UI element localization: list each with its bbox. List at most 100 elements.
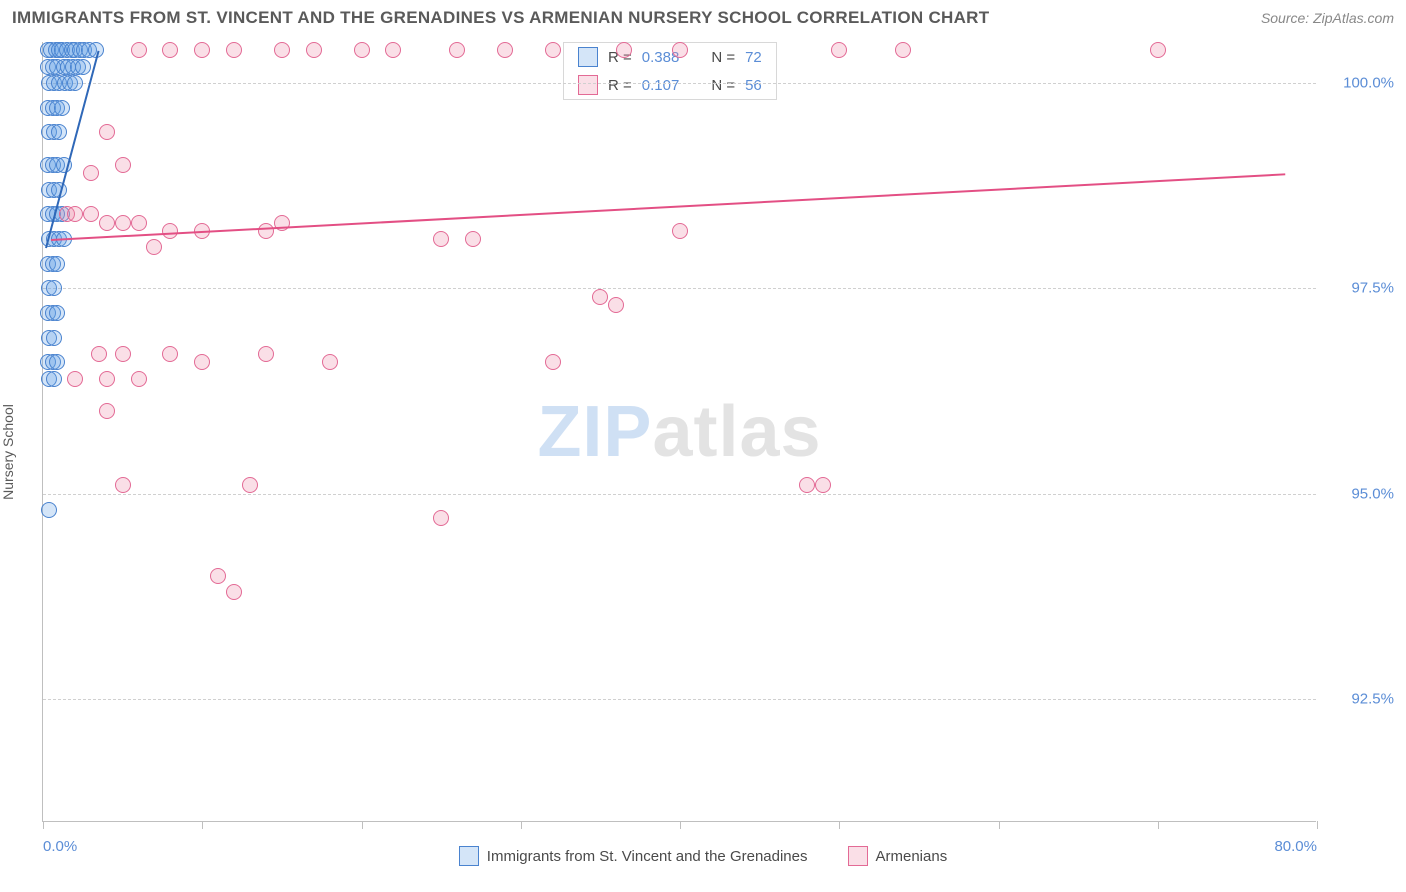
data-point xyxy=(46,330,62,346)
data-point xyxy=(99,124,115,140)
legend-row: R =0.107N =56 xyxy=(564,71,776,99)
data-point xyxy=(433,510,449,526)
data-point xyxy=(449,42,465,58)
data-point xyxy=(46,371,62,387)
data-point xyxy=(831,42,847,58)
data-point xyxy=(49,354,65,370)
watermark: ZIPatlas xyxy=(537,391,821,473)
correlation-legend: R =0.388N =72R =0.107N =56 xyxy=(563,42,777,100)
data-point xyxy=(497,42,513,58)
data-point xyxy=(162,42,178,58)
x-tick xyxy=(1158,821,1159,829)
x-tick xyxy=(1317,821,1318,829)
gridline xyxy=(43,288,1316,289)
data-point xyxy=(194,42,210,58)
source-link[interactable]: ZipAtlas.com xyxy=(1313,10,1394,26)
data-point xyxy=(465,231,481,247)
y-tick-label: 97.5% xyxy=(1324,280,1394,297)
data-point xyxy=(672,42,688,58)
x-tick xyxy=(362,821,363,829)
data-point xyxy=(99,215,115,231)
data-point xyxy=(616,42,632,58)
data-point xyxy=(131,371,147,387)
data-point xyxy=(895,42,911,58)
source-attribution: Source: ZipAtlas.com xyxy=(1261,10,1394,26)
data-point xyxy=(274,42,290,58)
data-point xyxy=(545,354,561,370)
data-point xyxy=(306,42,322,58)
data-point xyxy=(67,75,83,91)
series-legend: Immigrants from St. Vincent and the Gren… xyxy=(0,846,1406,866)
data-point xyxy=(1150,42,1166,58)
data-point xyxy=(67,206,83,222)
plot-region: ZIPatlas R =0.388N =72R =0.107N =56 92.5… xyxy=(42,42,1316,822)
series-legend-item: Armenians xyxy=(848,846,948,866)
data-point xyxy=(49,256,65,272)
data-point xyxy=(115,346,131,362)
data-point xyxy=(99,371,115,387)
data-point xyxy=(385,42,401,58)
data-point xyxy=(83,165,99,181)
data-point xyxy=(258,223,274,239)
legend-swatch xyxy=(578,75,598,95)
legend-swatch xyxy=(578,47,598,67)
legend-row: R =0.388N =72 xyxy=(564,43,776,71)
data-point xyxy=(545,42,561,58)
data-point xyxy=(258,346,274,362)
data-point xyxy=(46,280,62,296)
data-point xyxy=(146,239,162,255)
x-tick xyxy=(680,821,681,829)
chart-area: Nursery School ZIPatlas R =0.388N =72R =… xyxy=(0,32,1406,872)
x-tick xyxy=(521,821,522,829)
series-legend-item: Immigrants from St. Vincent and the Gren… xyxy=(459,846,808,866)
y-tick-label: 95.0% xyxy=(1324,485,1394,502)
data-point xyxy=(49,305,65,321)
x-tick xyxy=(999,821,1000,829)
data-point xyxy=(162,223,178,239)
y-tick-label: 92.5% xyxy=(1324,690,1394,707)
data-point xyxy=(131,42,147,58)
data-point xyxy=(162,346,178,362)
legend-swatch xyxy=(459,846,479,866)
data-point xyxy=(592,289,608,305)
legend-r-value: 0.107 xyxy=(642,77,680,94)
y-tick-label: 100.0% xyxy=(1324,75,1394,92)
data-point xyxy=(799,477,815,493)
gridline xyxy=(43,699,1316,700)
data-point xyxy=(115,157,131,173)
y-axis-label: Nursery School xyxy=(0,404,16,500)
legend-swatch xyxy=(848,846,868,866)
gridline xyxy=(43,83,1316,84)
data-point xyxy=(226,584,242,600)
legend-n-value: 56 xyxy=(745,77,762,94)
chart-title: IMMIGRANTS FROM ST. VINCENT AND THE GREN… xyxy=(12,8,989,28)
data-point xyxy=(210,568,226,584)
data-point xyxy=(115,215,131,231)
data-point xyxy=(242,477,258,493)
regression-line xyxy=(51,173,1285,241)
x-tick xyxy=(202,821,203,829)
data-point xyxy=(672,223,688,239)
x-tick xyxy=(43,821,44,829)
chart-header: IMMIGRANTS FROM ST. VINCENT AND THE GREN… xyxy=(0,0,1406,32)
data-point xyxy=(131,215,147,231)
data-point xyxy=(354,42,370,58)
data-point xyxy=(815,477,831,493)
data-point xyxy=(67,371,83,387)
data-point xyxy=(608,297,624,313)
x-tick xyxy=(839,821,840,829)
gridline xyxy=(43,494,1316,495)
data-point xyxy=(51,124,67,140)
data-point xyxy=(83,206,99,222)
data-point xyxy=(91,346,107,362)
data-point xyxy=(194,354,210,370)
data-point xyxy=(226,42,242,58)
data-point xyxy=(322,354,338,370)
data-point xyxy=(41,502,57,518)
legend-n-value: 72 xyxy=(745,49,762,66)
data-point xyxy=(54,100,70,116)
series-label: Immigrants from St. Vincent and the Gren… xyxy=(487,848,808,865)
series-label: Armenians xyxy=(876,848,948,865)
data-point xyxy=(433,231,449,247)
data-point xyxy=(115,477,131,493)
